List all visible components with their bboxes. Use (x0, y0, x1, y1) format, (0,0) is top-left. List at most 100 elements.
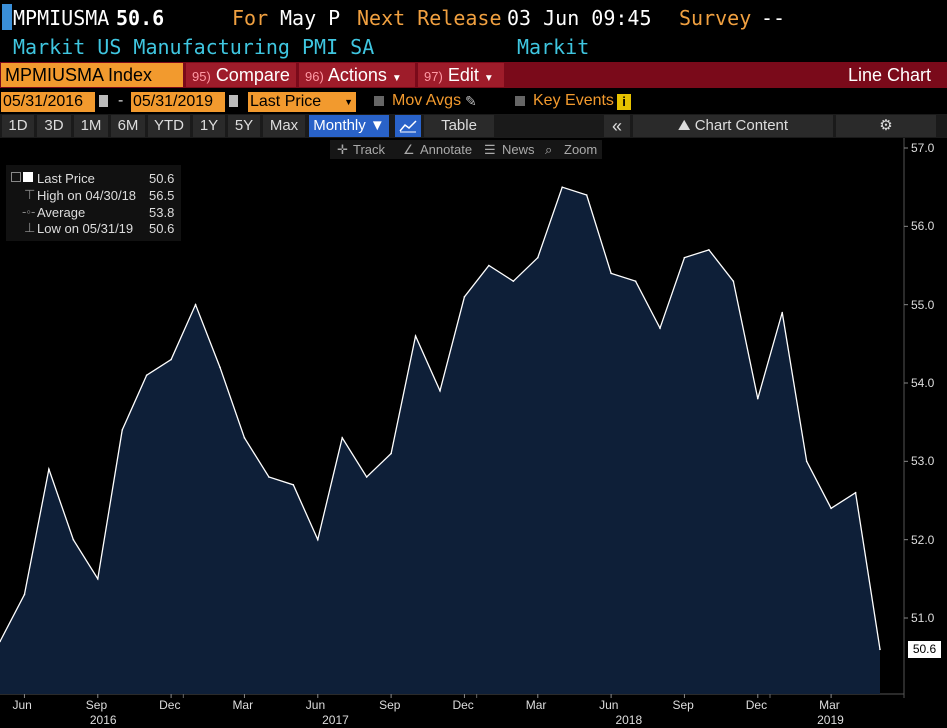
field-select[interactable]: Last Price ▼ (248, 92, 356, 112)
data-point (292, 484, 295, 486)
ticker-code: MPMIUSMA (13, 6, 110, 30)
period: May P (280, 6, 341, 30)
data-point (23, 593, 26, 596)
price-chart[interactable] (0, 138, 947, 698)
calendar-icon[interactable] (229, 95, 238, 107)
frequency-value: Monthly (313, 117, 366, 134)
data-point (585, 194, 588, 196)
collapse-icon[interactable] (11, 172, 21, 182)
calendar-icon[interactable] (99, 95, 108, 107)
x-tick-label: Jun (12, 698, 32, 712)
y-tick-label: 51.0 (911, 611, 935, 625)
data-point (634, 280, 637, 282)
y-tick-label: 53.0 (911, 454, 935, 469)
period-6m[interactable]: 6M (111, 115, 145, 137)
end-date-field[interactable]: 05/31/2019 (131, 92, 225, 112)
data-point (512, 280, 515, 282)
chart-content-button[interactable]: ⛰ Chart Content (633, 115, 833, 137)
legend-low-value: 50.6 (149, 221, 175, 236)
chart-type-label[interactable]: Line Chart (847, 65, 931, 85)
annotate-tool[interactable]: Annotate (420, 142, 473, 157)
key-events-checkbox[interactable] (515, 96, 525, 106)
frequency-select[interactable]: Monthly ▼ (309, 115, 389, 137)
x-tick-label: Dec (159, 698, 181, 712)
data-point (341, 437, 344, 439)
period-toolbar: 1D 3D 1M 6M YTD 1Y 5Y Max Monthly ▼ Tabl… (0, 114, 947, 138)
chart-content-icon: ⛰ (677, 117, 691, 134)
chart-tools: ✛ Track ∠ Annotate ☰ News ⌕ Zoom (330, 140, 602, 159)
edit-button[interactable]: 97) Edit ▼ (418, 63, 504, 87)
x-tick-label: Dec (452, 698, 474, 712)
data-point (268, 476, 270, 478)
average-marker-icon: -◦- (22, 204, 36, 219)
field-select-value: Last Price (250, 93, 322, 110)
compare-number: 95) (192, 69, 211, 84)
legend-high-label: High on 04/30/18 (37, 188, 137, 203)
news-icon[interactable]: ☰ (484, 142, 496, 157)
x-year-label: 2016 (89, 713, 117, 727)
track-tool[interactable]: Track (353, 142, 386, 157)
data-point (219, 366, 221, 369)
last-value-label: 50.6 (908, 641, 941, 658)
period-ytd[interactable]: YTD (148, 115, 190, 137)
legend-last-label: Last Price (37, 171, 95, 186)
data-point (781, 311, 784, 314)
compare-label: Compare (215, 65, 290, 85)
data-point (463, 296, 466, 298)
data-point (96, 578, 99, 580)
legend-last-value: 50.6 (149, 171, 175, 186)
legend-high-value: 56.5 (149, 188, 175, 203)
zoom-tool[interactable]: Zoom (564, 142, 598, 157)
track-icon[interactable]: ✛ (337, 142, 348, 157)
x-tick-label: Mar (525, 698, 547, 712)
actions-label: Actions (327, 65, 387, 85)
data-point (414, 335, 417, 337)
data-point (536, 256, 539, 259)
data-point (390, 452, 392, 455)
x-tick-label: Mar (819, 698, 840, 712)
period-1d[interactable]: 1D (2, 115, 34, 137)
zoom-icon[interactable]: ⌕ (545, 142, 553, 157)
cursor-marker (2, 4, 12, 30)
annotate-icon[interactable]: ∠ (403, 142, 415, 157)
description-line: Markit US Manufacturing PMI SA Markit (0, 35, 947, 61)
period-max[interactable]: Max (263, 115, 305, 137)
actions-number: 96) (305, 69, 324, 84)
start-date-field[interactable]: 05/31/2016 (1, 92, 95, 112)
period-3d[interactable]: 3D (37, 115, 71, 137)
x-year-label: 2017 (322, 713, 349, 727)
line-chart-icon[interactable] (395, 115, 421, 137)
data-point (659, 327, 661, 329)
news-tool[interactable]: News (502, 142, 535, 157)
y-tick-label: 56.0 (911, 219, 935, 234)
pencil-icon[interactable]: ✎ (465, 93, 477, 109)
collapse-icon[interactable]: « (604, 115, 630, 137)
compare-button[interactable]: 95) Compare (186, 63, 296, 87)
edit-number: 97) (424, 69, 443, 84)
period-1y[interactable]: 1Y (193, 115, 225, 137)
key-events-label: Key Events (533, 92, 614, 109)
chart-legend: Last Price 50.6 ⊤ High on 04/30/18 56.5 … (6, 165, 181, 241)
security-field[interactable]: MPMIUSMA Index (1, 63, 183, 87)
legend-low-label: Low on 05/31/19 (37, 221, 134, 236)
series-area (0, 187, 880, 694)
x-tick-label: Jun (305, 698, 326, 712)
gear-icon[interactable]: ⚙ (836, 115, 936, 137)
data-point (316, 538, 319, 541)
table-button[interactable]: Table (424, 115, 494, 137)
period-1m[interactable]: 1M (74, 115, 108, 137)
data-point (439, 390, 441, 392)
info-icon[interactable]: i (617, 94, 631, 110)
y-tick-label: 57.0 (911, 141, 935, 155)
mov-avgs-checkbox[interactable] (374, 96, 384, 106)
chart-content-label: Chart Content (694, 117, 789, 134)
actions-button[interactable]: 96) Actions ▼ (299, 63, 415, 87)
mov-avgs-label: Mov Avgs (392, 92, 462, 109)
data-point (756, 397, 759, 400)
source: Markit (517, 35, 590, 59)
data-point (830, 507, 832, 510)
period-5y[interactable]: 5Y (228, 115, 260, 137)
x-tick-label: Mar (232, 698, 254, 712)
x-year-label: 2018 (615, 713, 643, 727)
chevron-down-icon: ▼ (344, 97, 353, 107)
